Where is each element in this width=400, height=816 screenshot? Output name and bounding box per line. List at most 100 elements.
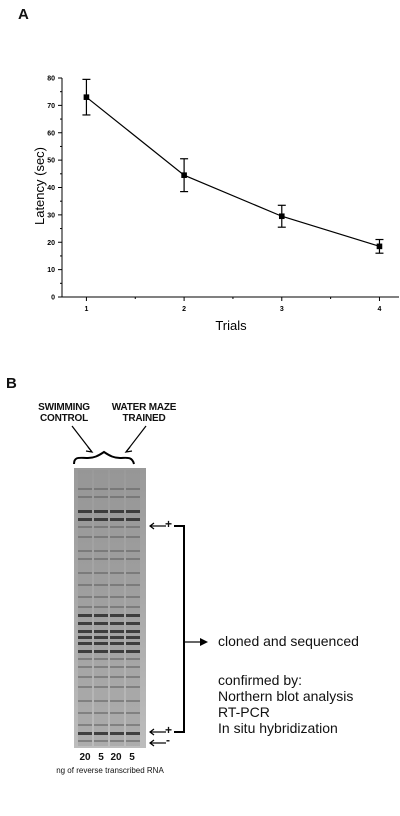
confirmed-block: confirmed by: Northern blot analysis RT-… bbox=[218, 672, 353, 736]
gel-band bbox=[126, 666, 140, 668]
chart-ticks: 0 10 20 30 40 50 60 70 80 1 2 3 4 bbox=[47, 76, 381, 314]
gel-band bbox=[126, 496, 140, 498]
gel-band bbox=[126, 676, 140, 678]
gel-band bbox=[94, 550, 108, 552]
gel-band bbox=[110, 496, 124, 498]
gel-band bbox=[126, 536, 140, 538]
y-tick-label-10: 10 bbox=[47, 267, 55, 274]
gel-band bbox=[94, 732, 108, 735]
gel-band bbox=[126, 584, 140, 586]
confirmed-method-1: Northern blot analysis bbox=[218, 688, 354, 704]
gel-band bbox=[126, 596, 140, 598]
y-tick-label-70: 70 bbox=[47, 103, 55, 110]
gel-band bbox=[110, 550, 124, 552]
gel-band bbox=[126, 712, 140, 714]
x-tick-label-1: 1 bbox=[84, 306, 88, 313]
gel-band bbox=[110, 724, 124, 726]
gel-band bbox=[94, 658, 108, 660]
confirmed-header: confirmed by: bbox=[218, 672, 303, 688]
gel-band bbox=[94, 642, 108, 645]
gel-band bbox=[110, 666, 124, 668]
gel-band bbox=[78, 536, 92, 538]
group-label-left-line1: SWIMMING bbox=[38, 402, 90, 413]
y-tick-label-40: 40 bbox=[47, 185, 55, 192]
lane-label-3: 20 bbox=[110, 752, 122, 763]
y-axis-title: Latency (sec) bbox=[32, 147, 47, 225]
gel-band bbox=[78, 676, 92, 678]
gel-band bbox=[94, 518, 108, 521]
group-label-right: WATER MAZE TRAINED bbox=[104, 402, 184, 424]
gel-band bbox=[78, 558, 92, 560]
gel-band bbox=[78, 724, 92, 726]
gel-band bbox=[110, 732, 124, 735]
gel-band bbox=[126, 724, 140, 726]
lane-caption: ng of reverse transcribed RNA bbox=[56, 766, 164, 775]
gel-band bbox=[94, 676, 108, 678]
gel-band bbox=[110, 510, 124, 513]
gel-band bbox=[94, 536, 108, 538]
confirmed-method-3: In situ hybridization bbox=[218, 720, 338, 736]
gel-band bbox=[78, 572, 92, 574]
gel-band bbox=[78, 686, 92, 688]
gel-band bbox=[78, 584, 92, 586]
gel-band bbox=[110, 630, 124, 633]
data-point-2 bbox=[181, 172, 187, 178]
gel-band bbox=[126, 700, 140, 702]
gel-band bbox=[94, 488, 108, 490]
gel-band bbox=[94, 666, 108, 668]
brace-left bbox=[73, 450, 135, 465]
plus-marker-bottom: + bbox=[165, 723, 173, 737]
gel-band bbox=[110, 650, 124, 653]
result-arrow bbox=[200, 638, 208, 646]
gel-band bbox=[94, 596, 108, 598]
chart-axes bbox=[61, 78, 399, 298]
gel-band bbox=[94, 526, 108, 528]
gel-band bbox=[126, 650, 140, 653]
gel-band bbox=[110, 606, 124, 608]
panel-b-letter: B bbox=[6, 375, 17, 392]
gel-bands bbox=[78, 488, 140, 742]
gel-band bbox=[126, 526, 140, 528]
group-label-left: SWIMMING CONTROL bbox=[26, 402, 102, 424]
confirmed-method-2: RT-PCR bbox=[218, 704, 270, 720]
gel-band bbox=[126, 518, 140, 521]
gel-band bbox=[78, 642, 92, 645]
gel-band bbox=[110, 712, 124, 714]
gel-band bbox=[110, 558, 124, 560]
plus-marker-top: + bbox=[165, 517, 173, 531]
gel-band bbox=[78, 740, 92, 742]
plus-arrow-top bbox=[149, 522, 155, 530]
gel-band bbox=[126, 630, 140, 633]
gel-band bbox=[110, 596, 124, 598]
panel-a-letter: A bbox=[18, 6, 29, 23]
gel-band bbox=[126, 550, 140, 552]
latency-line bbox=[86, 96, 380, 247]
gel-band bbox=[78, 658, 92, 660]
gel-band bbox=[78, 712, 92, 714]
gel-band bbox=[94, 614, 108, 617]
gel-band bbox=[94, 700, 108, 702]
x-tick-label-4: 4 bbox=[378, 306, 382, 313]
gel-band bbox=[78, 700, 92, 702]
gel-band bbox=[110, 676, 124, 678]
gel-band bbox=[110, 526, 124, 528]
gel-band bbox=[94, 558, 108, 560]
gel-figure bbox=[71, 425, 208, 748]
group-label-right-line2: TRAINED bbox=[122, 413, 166, 424]
gel-band bbox=[78, 606, 92, 608]
gel-band bbox=[94, 606, 108, 608]
gel-band bbox=[94, 496, 108, 498]
gel-band bbox=[94, 740, 108, 742]
gel-band bbox=[94, 622, 108, 625]
gel-band bbox=[110, 488, 124, 490]
gel-band bbox=[126, 488, 140, 490]
gel-band bbox=[110, 686, 124, 688]
x-tick-label-3: 3 bbox=[280, 306, 284, 313]
result-text: cloned and sequenced bbox=[218, 633, 359, 649]
y-tick-label-20: 20 bbox=[47, 240, 55, 247]
gel-band bbox=[78, 636, 92, 639]
lane-label-1: 20 bbox=[79, 752, 91, 763]
chart-series bbox=[82, 78, 384, 254]
gel-band bbox=[94, 712, 108, 714]
gel-band bbox=[78, 518, 92, 521]
